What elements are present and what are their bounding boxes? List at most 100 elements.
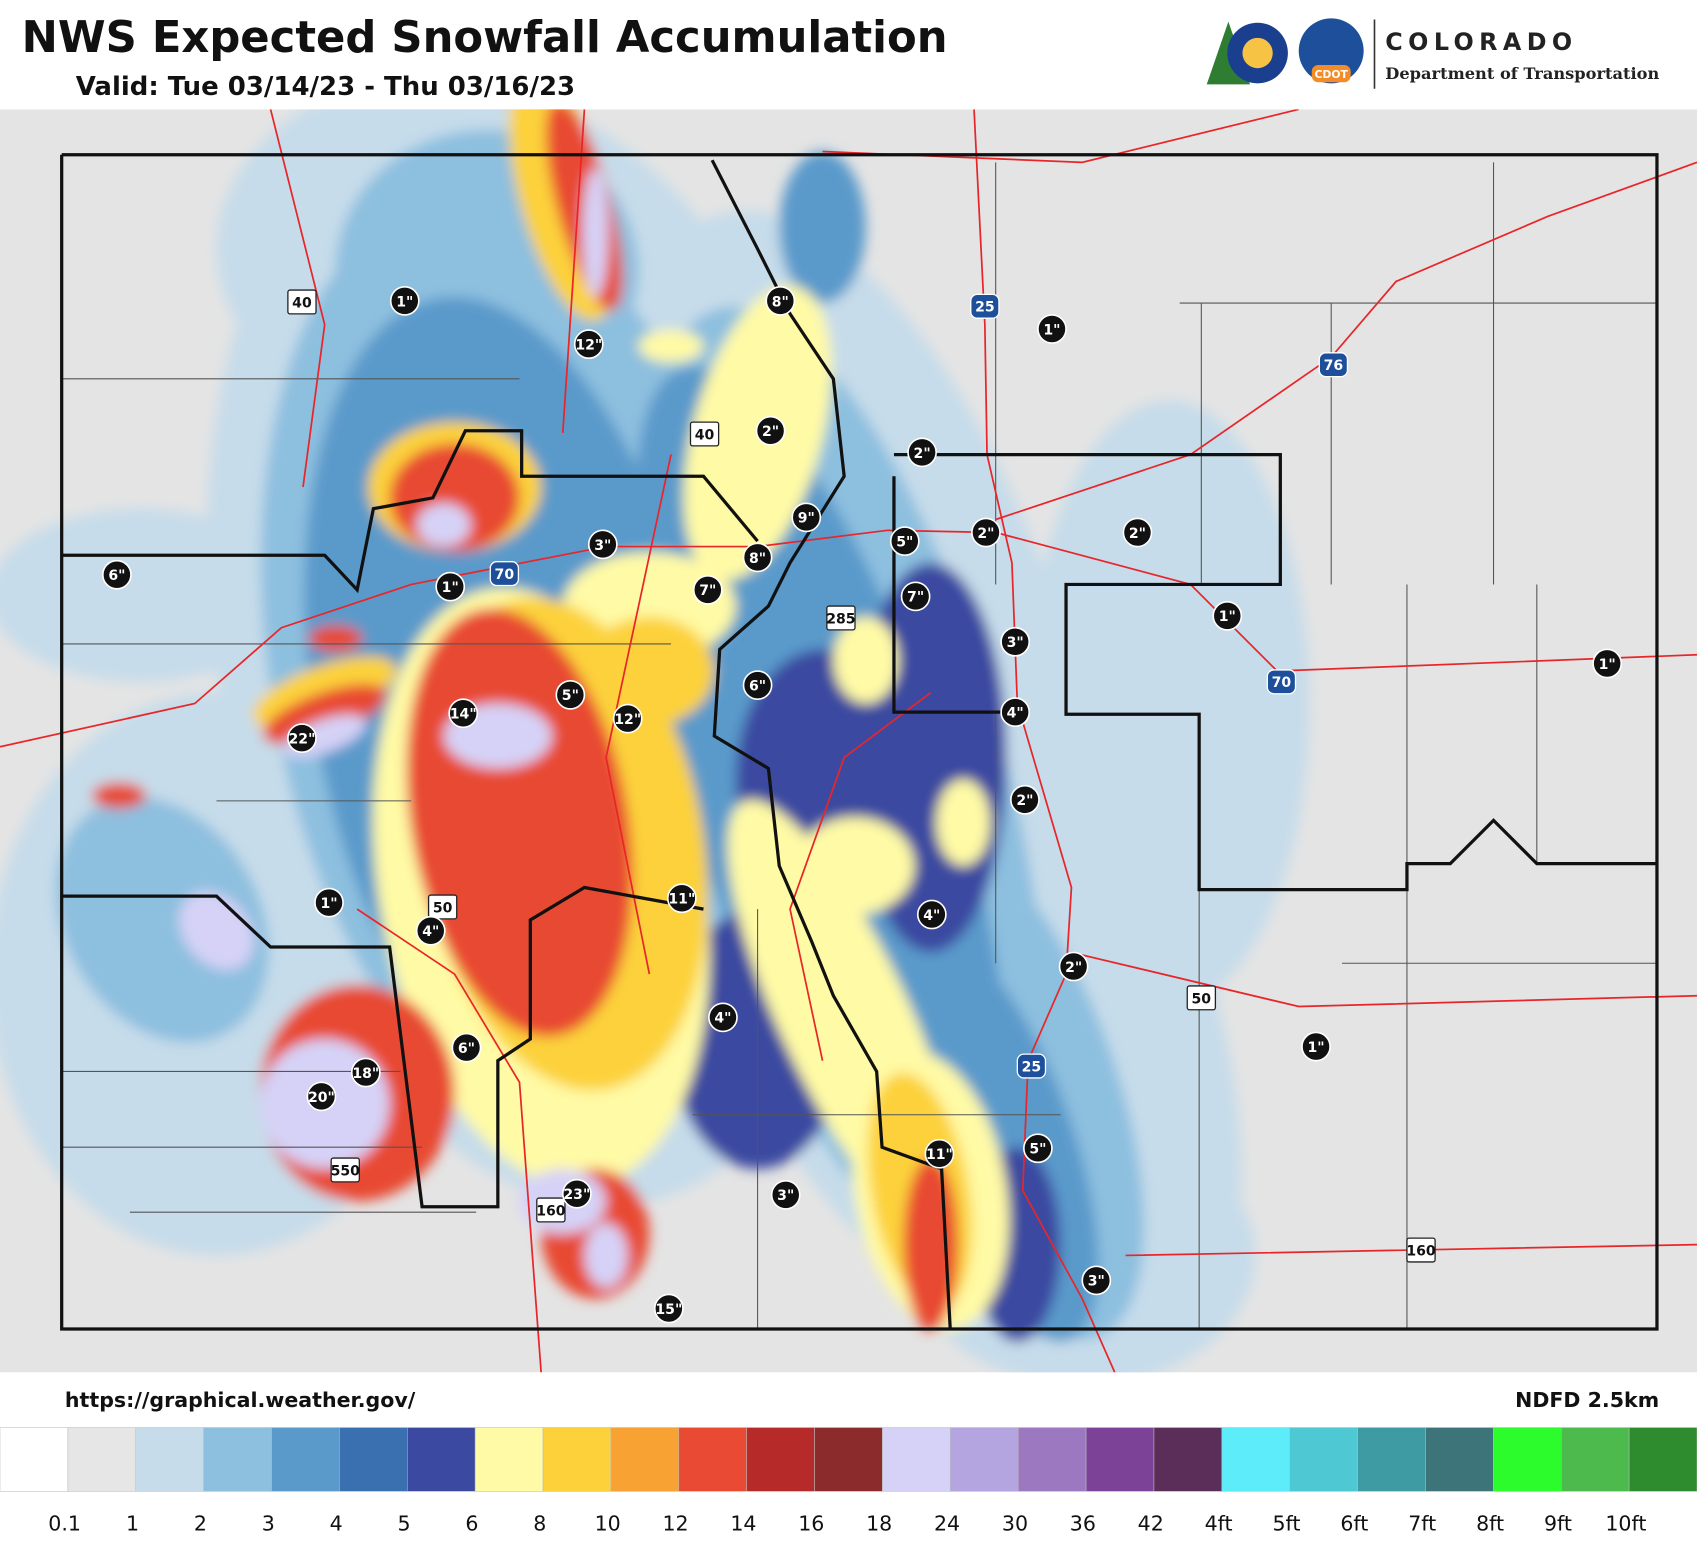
snow-marker <box>971 517 1001 548</box>
snow-marker <box>1058 951 1089 982</box>
snow-marker <box>587 529 618 560</box>
snow-marker <box>889 526 920 557</box>
shield-label: 25 <box>975 300 995 316</box>
legend-label: 30 <box>1002 1511 1028 1535</box>
forecast-zone-border <box>61 885 704 1209</box>
snow-label: 12" <box>614 712 641 728</box>
snow-label: 12" <box>575 338 602 354</box>
snow-label: 5" <box>1029 1142 1046 1158</box>
legend-swatch <box>203 1427 272 1492</box>
forecast-zone-border <box>61 429 759 594</box>
source-url: https://graphical.weather.gov/ <box>65 1388 416 1412</box>
snow-label: 6" <box>749 679 766 695</box>
cdot-logo: CDOT COLORADO Department of Transportati… <box>1206 18 1659 89</box>
snow-marker <box>448 698 479 729</box>
shield-label: 160 <box>536 1203 566 1219</box>
snow-area <box>308 625 363 652</box>
snow-label: 15" <box>655 1302 682 1318</box>
shield-label: 160 <box>1406 1243 1436 1259</box>
legend-swatch <box>950 1427 1019 1492</box>
snow-label: 4" <box>1007 706 1024 722</box>
shield-bg <box>1406 1237 1436 1263</box>
snow-label: 22" <box>289 732 316 748</box>
legend-swatch <box>814 1427 883 1492</box>
legend-label: 4 <box>330 1511 343 1535</box>
forecast-zone-border <box>892 476 1018 714</box>
legend-swatch <box>1357 1427 1426 1492</box>
snow-label: 2" <box>977 526 994 542</box>
road <box>269 109 672 1373</box>
snow-area <box>584 616 715 726</box>
state-border <box>60 153 1659 1331</box>
valid-dates: Valid: Tue 03/14/23 - Thu 03/16/23 <box>76 72 575 102</box>
shield-label: 70 <box>1272 675 1292 691</box>
snow-label: 1" <box>396 294 413 310</box>
forecast-zone-border <box>893 452 1657 892</box>
legend-swatch <box>678 1427 747 1492</box>
legend-swatch <box>1493 1427 1562 1492</box>
shield-bg <box>970 293 1000 319</box>
snow-marker <box>770 1179 801 1210</box>
snow-area <box>833 616 899 704</box>
legend-swatch <box>474 1427 544 1492</box>
highway-shields: 40 40 25 76 70 70 285 50 50 25 550 160 160 <box>287 289 1436 1263</box>
shield-label: 70 <box>495 567 515 583</box>
shield-bg <box>689 421 720 447</box>
county-lines <box>61 162 1657 1330</box>
snow-marker <box>1023 1133 1053 1164</box>
legend-swatch <box>407 1427 476 1492</box>
snow-area <box>795 817 915 915</box>
snow-area <box>584 1222 628 1288</box>
legend-swatch <box>1153 1427 1223 1492</box>
legend-label: 36 <box>1070 1511 1096 1535</box>
legend-swatch <box>1425 1427 1494 1492</box>
boundaries <box>60 153 1659 1331</box>
snow-marker <box>653 1293 684 1324</box>
legend-swatch <box>610 1427 680 1492</box>
snow-marker <box>900 581 931 612</box>
title: NWS Expected Snowfall Accumulation <box>22 13 948 63</box>
logo-department: Department of Transportation <box>1385 64 1659 83</box>
legend-label: 10 <box>595 1511 621 1535</box>
snow-marker <box>791 502 822 533</box>
snow-marker <box>742 670 773 700</box>
snowfall-shading <box>0 109 1310 1373</box>
snow-marker <box>924 1138 955 1169</box>
legend: 0.1 1 2 3 4 5 6 8 10 12 14 16 18 24 30 36 42 4ft 5ft 6ft 7ft… <box>0 1427 1697 1535</box>
legend-label: 6 <box>465 1511 478 1535</box>
snow-label: 5" <box>896 535 913 551</box>
legend-label: 2 <box>194 1511 207 1535</box>
shield-bg <box>287 289 317 315</box>
forecast-zone-border <box>710 159 952 1330</box>
snow-label: 3" <box>1007 635 1024 651</box>
legend-swatch <box>1085 1427 1155 1492</box>
shield-label: 285 <box>826 611 855 627</box>
legend-swatch <box>271 1427 340 1492</box>
shield-label: 50 <box>1192 991 1212 1007</box>
snow-marker <box>1122 517 1153 548</box>
snow-marker <box>415 915 446 946</box>
snow-label: 5" <box>562 688 579 704</box>
snow-marker <box>555 679 586 710</box>
snow-area <box>638 330 704 363</box>
snow-area <box>1028 400 1310 1007</box>
snow-label: 3" <box>594 538 611 554</box>
snow-marker <box>1037 314 1067 344</box>
legend-swatch <box>1560 1427 1630 1492</box>
snow-label: 8" <box>772 294 789 310</box>
snow-marker <box>1592 648 1623 679</box>
snow-label: 2" <box>762 424 779 440</box>
shield-label: 25 <box>1022 1059 1042 1075</box>
snow-label: 9" <box>798 511 815 527</box>
snow-area <box>55 797 269 1043</box>
snow-marker <box>389 286 420 316</box>
snow-marker <box>612 703 643 734</box>
shield-bg <box>330 1157 360 1183</box>
snow-marker <box>573 329 604 360</box>
shield-bg <box>1016 1053 1047 1079</box>
snow-area <box>582 167 609 298</box>
snow-marker <box>666 883 697 914</box>
road <box>995 161 1697 521</box>
